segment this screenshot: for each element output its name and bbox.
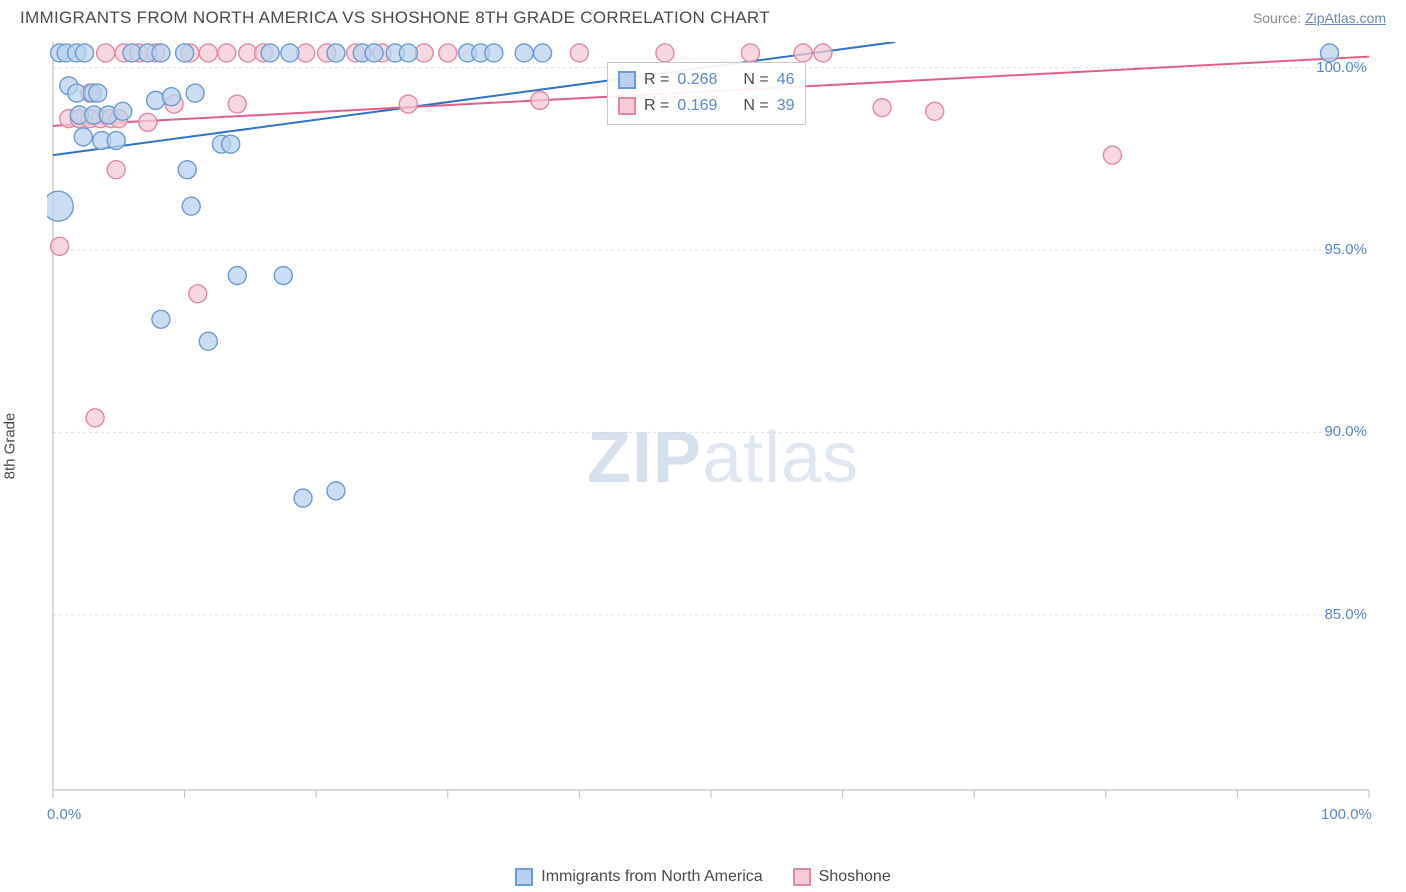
scatter-plot-svg <box>47 42 1387 832</box>
correlation-stats-box: R = 0.268 N = 46 R = 0.169 N = 39 <box>607 62 806 125</box>
stats-row: R = 0.268 N = 46 <box>618 67 795 93</box>
source-prefix: Source: <box>1253 10 1305 26</box>
source-link[interactable]: ZipAtlas.com <box>1305 10 1386 26</box>
source-attribution: Source: ZipAtlas.com <box>1253 10 1386 26</box>
x-tick-label: 100.0% <box>1321 806 1372 823</box>
legend-item: Shoshone <box>793 868 891 886</box>
stats-n-value: 46 <box>777 71 795 89</box>
legend-item: Immigrants from North America <box>515 868 762 886</box>
stats-swatch <box>618 97 636 115</box>
stats-r-value: 0.268 <box>677 71 717 89</box>
legend-label: Shoshone <box>819 868 891 886</box>
stats-r-value: 0.169 <box>677 97 717 115</box>
y-axis-label: 8th Grade <box>2 413 19 480</box>
stats-r-label: R = <box>644 71 669 89</box>
y-tick-label: 95.0% <box>1311 241 1367 258</box>
stats-r-label: R = <box>644 97 669 115</box>
legend-swatch <box>515 868 533 886</box>
stats-n-label: N = <box>743 71 768 89</box>
x-tick-label: 0.0% <box>47 806 81 823</box>
stats-n-label: N = <box>743 97 768 115</box>
stats-swatch <box>618 71 636 89</box>
plot-area: ZIPatlas R =0.268N =46R =0.169N =39 85.0… <box>47 42 1387 832</box>
y-tick-label: 85.0% <box>1311 606 1367 623</box>
stats-n-value: 39 <box>777 97 795 115</box>
chart-title: IMMIGRANTS FROM NORTH AMERICA VS SHOSHON… <box>20 8 770 28</box>
series-legend: Immigrants from North America Shoshone <box>0 868 1406 886</box>
legend-swatch <box>793 868 811 886</box>
legend-label: Immigrants from North America <box>541 868 762 886</box>
y-tick-label: 90.0% <box>1311 423 1367 440</box>
y-tick-label: 100.0% <box>1311 59 1367 76</box>
stats-row: R = 0.169 N = 39 <box>618 93 795 119</box>
